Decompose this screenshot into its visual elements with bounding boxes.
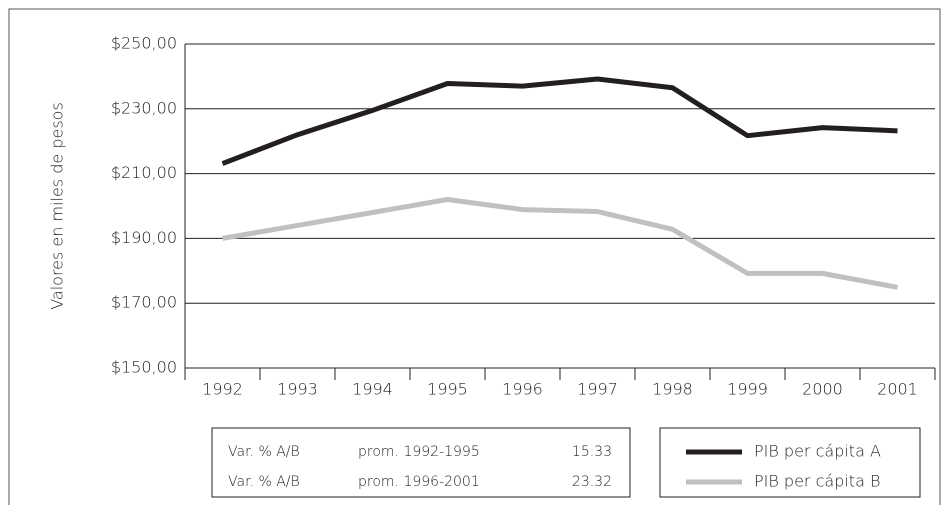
table-cell: prom. 1996-2001 [358,474,480,490]
legend-box [659,427,921,498]
table-cell: 23.32 [572,474,612,490]
y-tick-label: $190,00 [111,228,177,247]
x-tick-label: 1999 [727,380,768,399]
table-cell: Var. % A/B [228,444,300,460]
y-tick-label: $210,00 [111,163,177,182]
series-line [221,76,898,166]
legend-label: PIB per cápita A [754,442,881,461]
y-tick-label: $150,00 [111,358,177,377]
x-tick-label: 1994 [352,380,393,399]
y-tick-label: $170,00 [111,293,177,312]
y-axis-label: Valores en miles de pesos [48,102,67,310]
series-line [222,197,898,290]
summary-box [211,427,631,498]
table-cell: Var. % A/B [228,474,300,490]
x-tick-label: 1998 [652,380,693,399]
x-tick-label: 1992 [202,380,243,399]
frame [8,8,941,505]
table-cell: prom. 1992-1995 [358,444,480,460]
x-tick-label: 2001 [877,380,918,399]
x-tick-label: 2000 [802,380,843,399]
x-tick-label: 1997 [577,380,618,399]
y-tick-label: $230,00 [111,98,177,117]
x-tick-label: 1996 [502,380,543,399]
table-cell: 15.33 [572,444,612,460]
legend-label: PIB per cápita B [754,472,880,491]
x-tick-label: 1993 [277,380,318,399]
x-tick-label: 1995 [427,380,468,399]
y-tick-label: $250,00 [111,34,177,53]
